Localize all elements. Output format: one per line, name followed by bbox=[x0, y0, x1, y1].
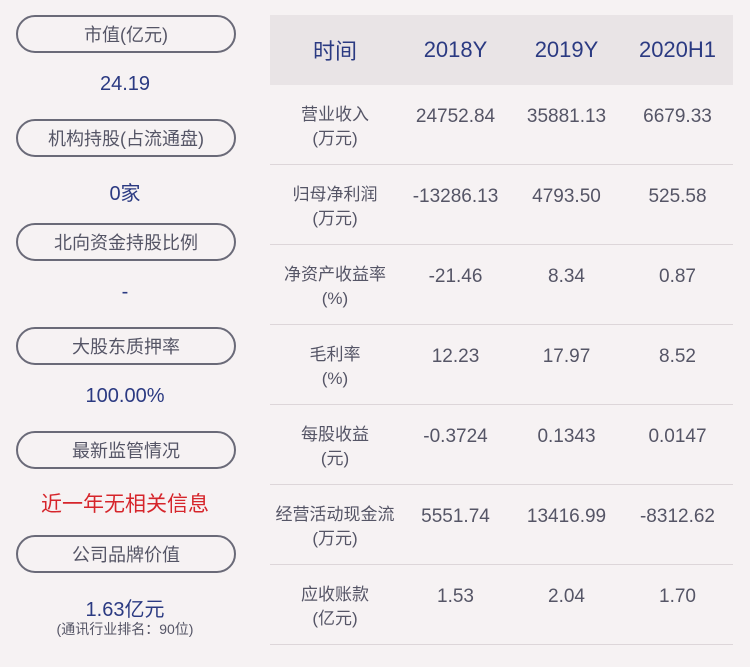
cell-2019: 4793.50 bbox=[532, 186, 601, 207]
row-label: 应收账款 (亿元) bbox=[301, 585, 369, 628]
brand-value-value: 1.63亿元 bbox=[85, 599, 165, 621]
cell-2020h1: 0.87 bbox=[659, 266, 696, 287]
cell-2020h1: -8312.62 bbox=[639, 506, 715, 527]
brand-rank-note: (通讯行业排名：90位) bbox=[56, 621, 194, 637]
cell-2019: 0.1343 bbox=[537, 426, 596, 447]
market-cap-value: 24.19 bbox=[99, 73, 151, 95]
cell-2019: 8.34 bbox=[548, 266, 585, 287]
northbound-ratio-value: - bbox=[121, 281, 129, 303]
cell-2018: 12.23 bbox=[431, 346, 480, 367]
table-row: 营业收入 (万元) 24752.84 35881.13 6679.33 bbox=[270, 85, 733, 165]
table-row: 归母净利润 (万元) -13286.13 4793.50 525.58 bbox=[270, 165, 733, 245]
cell-2020h1: 1.70 bbox=[659, 586, 696, 607]
header-2019: 2019Y bbox=[534, 37, 599, 62]
cell-2019: 35881.13 bbox=[526, 106, 607, 127]
table-row: 应收账款 (亿元) 1.53 2.04 1.70 bbox=[270, 565, 733, 645]
regulatory-status-label: 最新监管情况 bbox=[16, 431, 236, 469]
cell-2020h1: 6679.33 bbox=[643, 106, 712, 127]
header-2020h1: 2020H1 bbox=[638, 37, 717, 62]
cell-2018: 5551.74 bbox=[421, 506, 490, 527]
header-2018: 2018Y bbox=[423, 37, 488, 62]
row-label: 经营活动现金流 (万元) bbox=[275, 505, 395, 548]
row-label: 每股收益 (元) bbox=[301, 425, 369, 468]
pledge-rate-value: 100.00% bbox=[85, 385, 165, 407]
table-row: 净资产收益率 (%) -21.46 8.34 0.87 bbox=[270, 245, 733, 325]
pledge-rate-label: 大股东质押率 bbox=[16, 327, 236, 365]
market-cap-label: 市值(亿元) bbox=[16, 15, 236, 53]
table-row: 经营活动现金流 (万元) 5551.74 13416.99 -8312.62 bbox=[270, 485, 733, 565]
row-label: 毛利率 (%) bbox=[309, 345, 361, 388]
row-label: 净资产收益率 (%) bbox=[284, 265, 386, 308]
cell-2018: -0.3724 bbox=[423, 426, 488, 447]
cell-2020h1: 0.0147 bbox=[648, 426, 707, 447]
northbound-ratio-label: 北向资金持股比例 bbox=[16, 223, 236, 261]
cell-2018: 24752.84 bbox=[415, 106, 496, 127]
cell-2020h1: 525.58 bbox=[648, 186, 707, 207]
table-header: 时间 2018Y 2019Y 2020H1 bbox=[270, 15, 733, 85]
row-label: 归母净利润 (万元) bbox=[292, 185, 378, 228]
cell-2019: 17.97 bbox=[542, 346, 591, 367]
regulatory-status-value: 近一年无相关信息 bbox=[41, 493, 209, 516]
cell-2020h1: 8.52 bbox=[659, 346, 696, 367]
table-row: 每股收益 (元) -0.3724 0.1343 0.0147 bbox=[270, 405, 733, 485]
institutional-holding-value: 0家 bbox=[109, 183, 141, 205]
table-row: 毛利率 (%) 12.23 17.97 8.52 bbox=[270, 325, 733, 405]
financial-table: 时间 2018Y 2019Y 2020H1 营业收入 (万元) 24752.84 … bbox=[270, 15, 733, 645]
cell-2019: 2.04 bbox=[548, 586, 585, 607]
institutional-holding-label: 机构持股(占流通盘) bbox=[16, 119, 236, 157]
header-period: 时间 bbox=[312, 39, 357, 64]
cell-2018: -21.46 bbox=[428, 266, 483, 287]
cell-2018: -13286.13 bbox=[412, 186, 499, 207]
row-label: 营业收入 (万元) bbox=[301, 105, 369, 148]
cell-2019: 13416.99 bbox=[526, 506, 607, 527]
brand-value-label: 公司品牌价值 bbox=[16, 535, 236, 573]
cell-2018: 1.53 bbox=[437, 586, 474, 607]
